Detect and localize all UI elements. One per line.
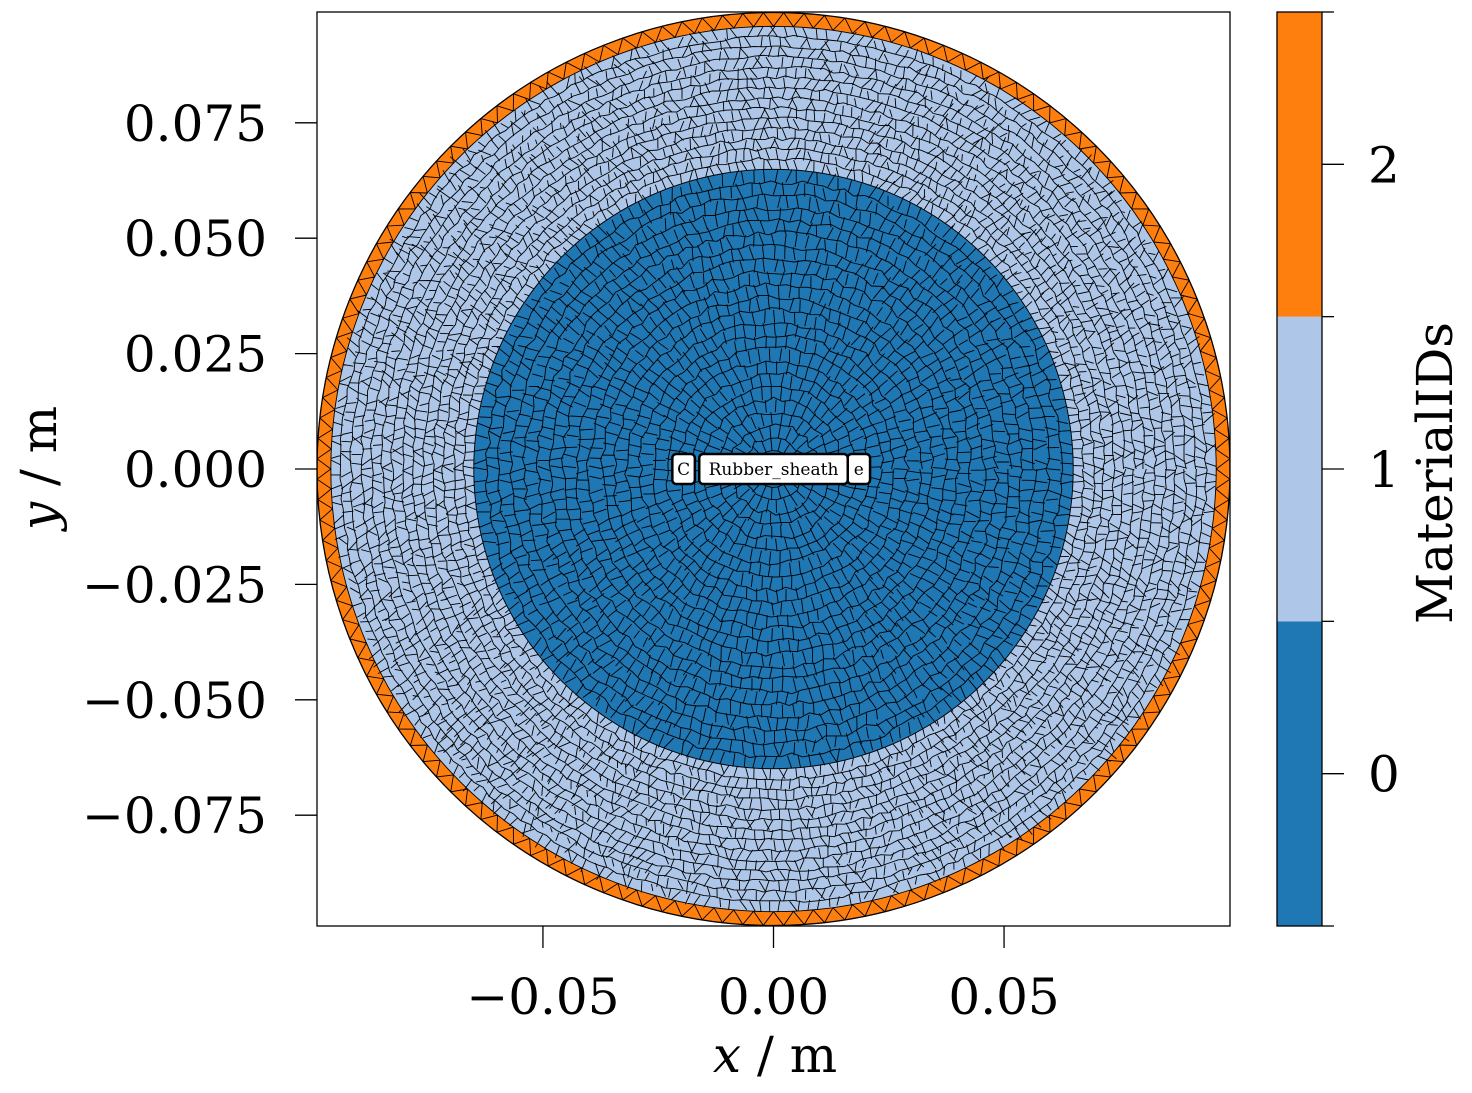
colorbar-tick-label: 0	[1368, 746, 1400, 804]
colorbar-label: MaterialIDs	[1406, 322, 1464, 624]
y-tick-label: −0.075	[82, 787, 267, 845]
x-tick-label: 0.00	[718, 968, 829, 1026]
y-tick-label: 0.075	[124, 95, 267, 153]
x-axis-ticks: −0.05 0.00 0.05	[466, 926, 1060, 1026]
y-tick-label: −0.025	[82, 556, 267, 614]
y-axis-ticks: 0.075 0.050 0.025 0.000 −0.025 −0.050 −0.075	[82, 95, 317, 845]
colorbar-segment-2	[1277, 12, 1322, 317]
y-tick-label: 0.025	[124, 326, 267, 384]
y-tick-label: −0.050	[82, 672, 267, 730]
y-tick-label: 0.050	[124, 210, 267, 268]
colorbar-tick-label: 1	[1368, 441, 1400, 499]
annotation-box	[698, 452, 849, 486]
annotation-label: e	[854, 460, 864, 480]
colorbar-segment-1	[1277, 316, 1322, 622]
annotation-box	[671, 452, 697, 486]
y-tick-label: 0.000	[124, 441, 267, 499]
x-tick-label: −0.05	[466, 968, 619, 1026]
y-axis-label: y / m	[10, 406, 68, 532]
annotation-label: C	[677, 460, 690, 480]
colorbar-tick-label: 2	[1368, 136, 1400, 194]
x-axis-label: x / m	[713, 1026, 837, 1084]
colorbar: 0 1 2	[1276, 11, 1400, 927]
colorbar-segment-0	[1277, 621, 1322, 926]
annotation-label: Rubber_sheath	[709, 460, 839, 480]
x-tick-label: 0.05	[948, 968, 1059, 1026]
